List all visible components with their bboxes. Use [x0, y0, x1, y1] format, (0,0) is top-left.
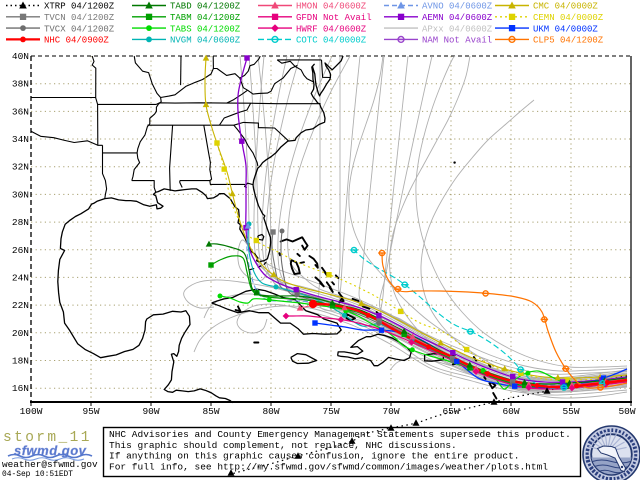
svg-text:60W: 60W	[502, 406, 519, 417]
svg-text:70W: 70W	[382, 406, 399, 417]
svg-text:weather@sfwmd.gov: weather@sfwmd.gov	[2, 459, 98, 470]
svg-text:16N: 16N	[12, 383, 29, 394]
svg-text:HWRF 04/0600Z: HWRF 04/0600Z	[296, 24, 367, 34]
svg-text:If anything on this graphic ca: If anything on this graphic causes confu…	[109, 451, 519, 462]
svg-text:CLP5 04/1200Z: CLP5 04/1200Z	[533, 36, 604, 46]
svg-text:COTC 04/0000Z: COTC 04/0000Z	[296, 36, 367, 46]
svg-text:100W: 100W	[20, 406, 43, 417]
svg-text:NHC Advisories and County Emer: NHC Advisories and County Emergency Mana…	[109, 429, 571, 440]
svg-text:AEMN 04/0600Z: AEMN 04/0600Z	[422, 13, 493, 23]
svg-text:80W: 80W	[262, 406, 279, 417]
svg-text:For full info, see http://my.: For full info, see http://my.sfwmd.gov/s…	[109, 461, 548, 472]
svg-text:CEMN 04/0000Z: CEMN 04/0000Z	[533, 13, 604, 23]
svg-text:HMON 04/0600Z: HMON 04/0600Z	[296, 2, 367, 12]
svg-text:55W: 55W	[562, 406, 579, 417]
svg-text:TVCN 04/1200Z: TVCN 04/1200Z	[44, 13, 115, 23]
svg-text:32N: 32N	[12, 162, 29, 173]
svg-text:30N: 30N	[12, 189, 29, 200]
svg-text:NHC 04/0900Z: NHC 04/0900Z	[44, 36, 109, 46]
svg-text:95W: 95W	[82, 406, 99, 417]
svg-text:26N: 26N	[12, 245, 29, 256]
svg-text:20N: 20N	[12, 328, 29, 339]
svg-text:TABM 04/1200Z: TABM 04/1200Z	[170, 13, 241, 23]
svg-text:18N: 18N	[12, 356, 29, 367]
svg-text:XTRP 04/1200Z: XTRP 04/1200Z	[44, 2, 115, 12]
svg-text:CMC 04/0000Z: CMC 04/0000Z	[533, 2, 598, 12]
svg-text:GFDN Not Avail: GFDN Not Avail	[296, 13, 372, 23]
svg-text:75W: 75W	[322, 406, 339, 417]
svg-text:90W: 90W	[142, 406, 159, 417]
svg-text:TABS 04/1200Z: TABS 04/1200Z	[170, 24, 241, 34]
svg-text:TABD 04/1200Z: TABD 04/1200Z	[170, 2, 241, 12]
svg-text:28N: 28N	[12, 217, 29, 228]
svg-text:24N: 24N	[12, 272, 29, 283]
svg-text:NAM Not Avail: NAM Not Avail	[422, 36, 492, 46]
svg-text:AVNO 04/0600Z: AVNO 04/0600Z	[422, 2, 493, 12]
svg-text:APxx 04/0600Z: APxx 04/0600Z	[422, 24, 493, 34]
svg-text:50W: 50W	[618, 406, 635, 417]
svg-text:38N: 38N	[12, 79, 29, 90]
svg-text:TVCX 04/1200Z: TVCX 04/1200Z	[44, 24, 115, 34]
svg-text:This graphic should complement: This graphic should complement, not repl…	[109, 440, 457, 451]
svg-text:36N: 36N	[12, 106, 29, 117]
svg-text:65W: 65W	[442, 406, 459, 417]
svg-text:NVGM 04/0600Z: NVGM 04/0600Z	[170, 36, 241, 46]
svg-text:34N: 34N	[12, 134, 29, 145]
svg-text:UKM 04/0000Z: UKM 04/0000Z	[533, 24, 598, 34]
svg-text:40N: 40N	[12, 51, 29, 62]
svg-text:85W: 85W	[202, 406, 219, 417]
svg-text:storm_11: storm_11	[3, 430, 92, 446]
svg-text:sfwmd.gov: sfwmd.gov	[14, 443, 87, 458]
svg-text:22N: 22N	[12, 300, 29, 311]
svg-text:04-Sep 10:51EDT: 04-Sep 10:51EDT	[2, 470, 73, 479]
